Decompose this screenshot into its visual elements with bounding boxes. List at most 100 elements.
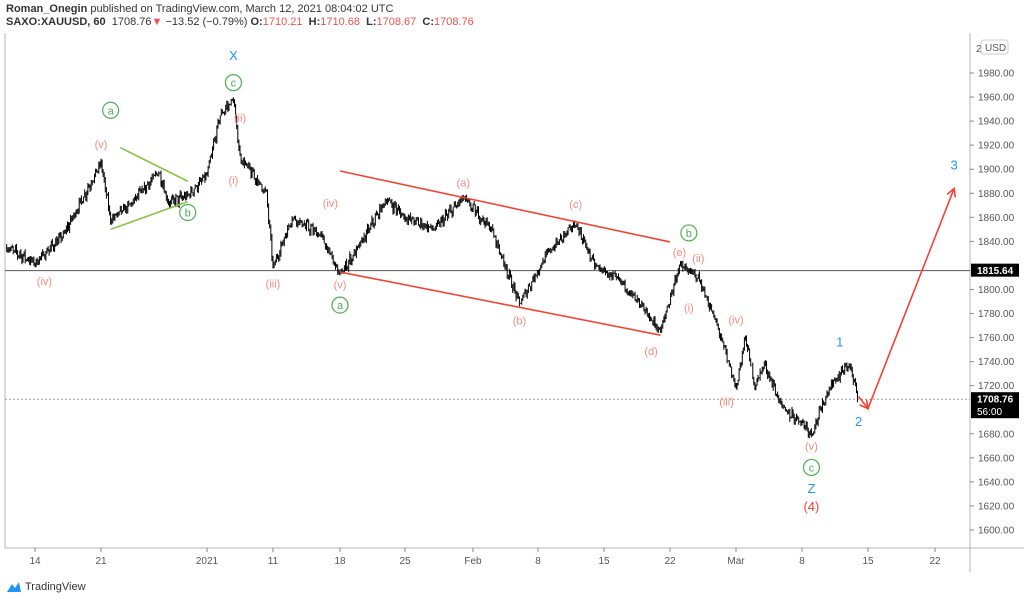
y-tick-label: 2 [976, 44, 982, 55]
x-tick-label: 2021 [196, 556, 219, 567]
y-tick-label: 1740.00 [978, 357, 1015, 368]
price-change: −13.52 (−0.79%) [165, 16, 248, 28]
y-tick-label: 1880.00 [978, 189, 1015, 200]
wave-label: (iv) [323, 198, 338, 210]
x-tick-label: Feb [464, 556, 482, 567]
wave-label-circle [102, 101, 120, 119]
wave-label: (v) [95, 139, 108, 151]
wave-label: (iii) [266, 278, 281, 290]
y-tick-label: 1600.00 [978, 525, 1015, 536]
price-label-bg [971, 263, 1019, 277]
wave-label: c [231, 78, 237, 90]
wave-label: X [229, 48, 238, 63]
x-tick-label: 8 [799, 556, 805, 567]
x-tick-label: 22 [664, 556, 676, 567]
wave-label: b [185, 208, 191, 220]
wave-label: (v) [334, 280, 347, 292]
x-tick-label: 18 [334, 556, 346, 567]
currency-button[interactable]: USD [980, 39, 1009, 55]
x-tick-label: 21 [95, 556, 107, 567]
open-value: 1710.21 [262, 16, 303, 28]
wave-label: (b) [513, 316, 526, 328]
wave-label-circle [224, 74, 242, 92]
wave-label: (e) [673, 247, 686, 259]
y-tick-label: 1660.00 [978, 453, 1015, 464]
x-tick-label: 14 [29, 556, 41, 567]
y-tick-label: 1860.00 [978, 213, 1015, 224]
arrowhead-up-icon [946, 186, 957, 198]
close-label: C: [422, 16, 435, 28]
currency-button-bg [980, 39, 1009, 55]
publish-text: published on TradingView.com, March 12, … [90, 3, 394, 15]
x-tick-label: 15 [862, 556, 874, 567]
x-tick-label: 25 [399, 556, 411, 567]
wave-label: c [809, 462, 815, 474]
wave-label: (4) [803, 499, 819, 514]
wave-label: (ii) [234, 112, 246, 124]
author-name[interactable]: Roman_Onegin [6, 3, 88, 15]
x-tick-label: 11 [268, 556, 279, 567]
y-tick-label: 1900.00 [978, 165, 1015, 176]
wave-label: 2 [855, 414, 862, 429]
price-bars [6, 97, 858, 439]
projection-arrow [857, 188, 955, 411]
x-tick-label: 8 [535, 556, 541, 567]
symbol-name[interactable]: SAXO:XAUUSD, 60 [6, 16, 106, 28]
wave-label: Z [807, 481, 815, 496]
y-tick-label: 1840.00 [978, 237, 1015, 248]
x-tick-label: 15 [598, 556, 610, 567]
y-tick-label: 1680.00 [978, 429, 1015, 440]
arrowhead-down-icon [859, 399, 870, 410]
close-value: 1708.76 [434, 16, 474, 28]
wave-label: 3 [951, 158, 958, 173]
y-tick-label: 1620.00 [978, 501, 1015, 512]
x-tick-label: 22 [929, 556, 941, 567]
wave-label-circle [179, 203, 197, 222]
wave-label-circle [802, 458, 821, 477]
y-tick-label: 1800.00 [978, 285, 1015, 296]
low-label: L: [366, 16, 377, 28]
wave-label: (a) [457, 177, 470, 189]
wave-label: a [337, 300, 344, 312]
y-tick-label: 1780.00 [978, 309, 1015, 320]
wave-label: a [108, 105, 115, 117]
wave-label-circle [680, 224, 698, 242]
trendline [339, 170, 671, 243]
wave-label: (d) [644, 346, 657, 358]
countdown-label: 56:00 [977, 407, 1002, 418]
tradingview-logo[interactable]: TradingView [6, 581, 86, 593]
publish-info: Roman_Onegin published on TradingView.co… [6, 3, 393, 15]
symbol-legend: SAXO:XAUUSD, 60 1708.76▼ −13.52 (−0.79%)… [6, 16, 474, 28]
wave-label: 1 [836, 334, 843, 349]
y-tick-label: 1940.00 [978, 117, 1015, 128]
wave-label: (iii) [719, 396, 734, 408]
high-label: H: [308, 16, 321, 28]
y-tick-label: 1980.00 [978, 69, 1015, 80]
wave-label: (ii) [692, 253, 704, 265]
wave-label: (i) [684, 303, 694, 315]
price-label-bg [971, 392, 1019, 419]
y-tick-label: 1960.00 [978, 93, 1015, 104]
y-tick-label: 1920.00 [978, 141, 1015, 152]
y-tick-label: 1720.00 [978, 381, 1015, 392]
wave-label: (i) [229, 175, 239, 187]
trendline [110, 200, 188, 231]
trendline [119, 146, 189, 182]
logo-text: TradingView [25, 581, 86, 593]
high-value: 1710.68 [320, 16, 360, 28]
wave-label: b [686, 228, 692, 240]
trendline [339, 271, 661, 336]
y-tick-label: 1640.00 [978, 477, 1015, 488]
wave-label: (iv) [728, 315, 743, 327]
price-label: 1815.64 [977, 266, 1014, 277]
price-label: 1708.76 [977, 395, 1014, 406]
currency-label: USD [985, 43, 1006, 54]
down-triangle-icon: ▼ [151, 16, 163, 28]
low-value: 1708.67 [376, 16, 417, 28]
wave-label: (iv) [37, 276, 52, 288]
tradingview-logo-icon [7, 582, 21, 592]
last-price: 1708.76 [111, 16, 152, 28]
wave-label: (v) [805, 441, 818, 453]
open-label: O: [250, 16, 263, 28]
